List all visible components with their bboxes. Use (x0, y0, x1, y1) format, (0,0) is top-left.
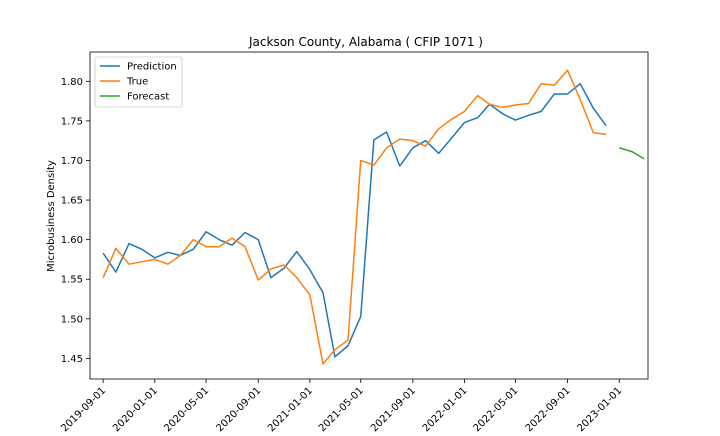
plot-frame (89, 51, 649, 380)
series-line-true (102, 69, 607, 365)
y-tick-label: 1.60 (61, 235, 83, 246)
x-tick-label: 2021-01-01 (266, 385, 315, 432)
x-tick-label: 2019-09-01 (59, 385, 108, 432)
legend-label: True (126, 77, 148, 88)
x-tick-label: 2020-09-01 (214, 385, 263, 432)
legend-label: Prediction (127, 62, 177, 73)
x-tick-label: 2022-09-01 (524, 385, 573, 432)
x-tick-label: 2022-01-01 (421, 385, 470, 432)
legend-box (94, 56, 183, 108)
series-line-prediction (102, 82, 607, 358)
chart-title: Jackson County, Alabama ( CFIP 1071 ) (248, 35, 483, 49)
x-tick-label: 2020-05-01 (162, 385, 211, 432)
x-tick-label: 2021-09-01 (369, 385, 418, 432)
y-tick-label: 1.65 (61, 196, 83, 207)
y-tick-label: 1.70 (61, 156, 83, 167)
y-tick-label: 1.55 (61, 275, 83, 286)
y-tick-label: 1.50 (61, 314, 83, 325)
plot-area (102, 69, 645, 365)
y-axis-label: Microbusiness Density (46, 160, 57, 272)
y-tick-label: 1.80 (61, 77, 83, 88)
x-tick-label: 2021-05-01 (317, 385, 366, 432)
x-tick-label: 2023-01-01 (575, 385, 624, 432)
x-tick-label: 2020-01-01 (111, 385, 160, 432)
series-line-forecast (618, 147, 645, 160)
legend-label: Forecast (127, 92, 169, 103)
x-tick-label: 2022-05-01 (472, 385, 521, 432)
y-tick-label: 1.75 (61, 116, 83, 127)
legend: Prediction True Forecast (94, 56, 183, 108)
y-tick-label: 1.45 (61, 354, 83, 365)
